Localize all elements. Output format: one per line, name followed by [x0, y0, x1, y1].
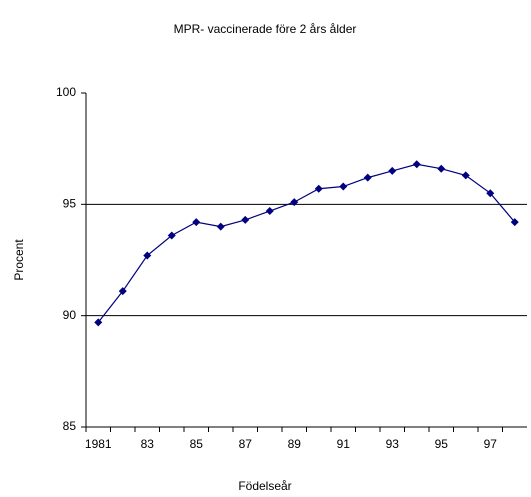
data-point: [241, 215, 250, 224]
x-tick-label: 87: [239, 437, 253, 451]
data-point: [510, 218, 519, 227]
data-point: [437, 164, 446, 173]
data-point: [339, 182, 348, 191]
x-tick-label: 83: [141, 437, 155, 451]
y-tick-label: 90: [63, 308, 77, 322]
x-axis-label: Födelseår: [238, 479, 291, 493]
y-tick-label: 95: [63, 197, 77, 211]
y-tick-label: 85: [63, 419, 77, 433]
data-point: [412, 160, 421, 169]
data-point: [94, 318, 103, 327]
data-point: [118, 287, 127, 296]
x-tick-label: 95: [435, 437, 449, 451]
data-point: [388, 166, 397, 175]
x-tick-label: 91: [337, 437, 351, 451]
y-tick-label: 100: [56, 85, 76, 99]
x-tick-label: 85: [190, 437, 204, 451]
x-tick-label: 89: [288, 437, 302, 451]
data-point: [167, 231, 176, 240]
y-axis-label: Procent: [12, 239, 26, 281]
data-point: [216, 222, 225, 231]
data-point: [486, 189, 495, 198]
x-tick-label: 93: [386, 437, 400, 451]
chart-title: MPR- vaccinerade före 2 års ålder: [174, 22, 357, 36]
x-tick-label: 97: [484, 437, 498, 451]
data-point: [461, 171, 470, 180]
data-point: [290, 198, 299, 207]
data-point: [192, 218, 201, 227]
series-line: [97, 163, 516, 323]
x-tick-label: 1981: [85, 437, 112, 451]
data-point: [314, 184, 323, 193]
data-point: [363, 173, 372, 182]
data-point: [265, 207, 274, 216]
data-point: [143, 251, 152, 260]
